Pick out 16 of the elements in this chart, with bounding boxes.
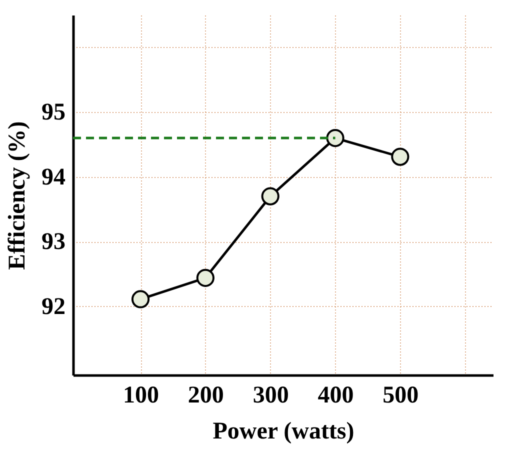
x-tick-label: 200 xyxy=(188,382,224,408)
point xyxy=(131,290,150,308)
point xyxy=(261,187,280,206)
x-tick-label: 300 xyxy=(252,382,289,408)
x-tick-label: 100 xyxy=(123,382,160,408)
point xyxy=(391,148,410,166)
x-tick-label: 400 xyxy=(318,382,354,408)
y-axis-title: Efficiency (%) xyxy=(4,121,30,270)
point xyxy=(326,128,344,148)
y-tick-label: 95 xyxy=(42,100,66,126)
x-axis-title: Power (watts) xyxy=(212,418,354,444)
y-tick-label: 93 xyxy=(42,229,66,256)
y-tick-label: 94 xyxy=(42,164,66,190)
point xyxy=(196,268,214,287)
y-tick-label: 92 xyxy=(42,294,66,320)
x-tick-label: 500 xyxy=(382,382,419,408)
